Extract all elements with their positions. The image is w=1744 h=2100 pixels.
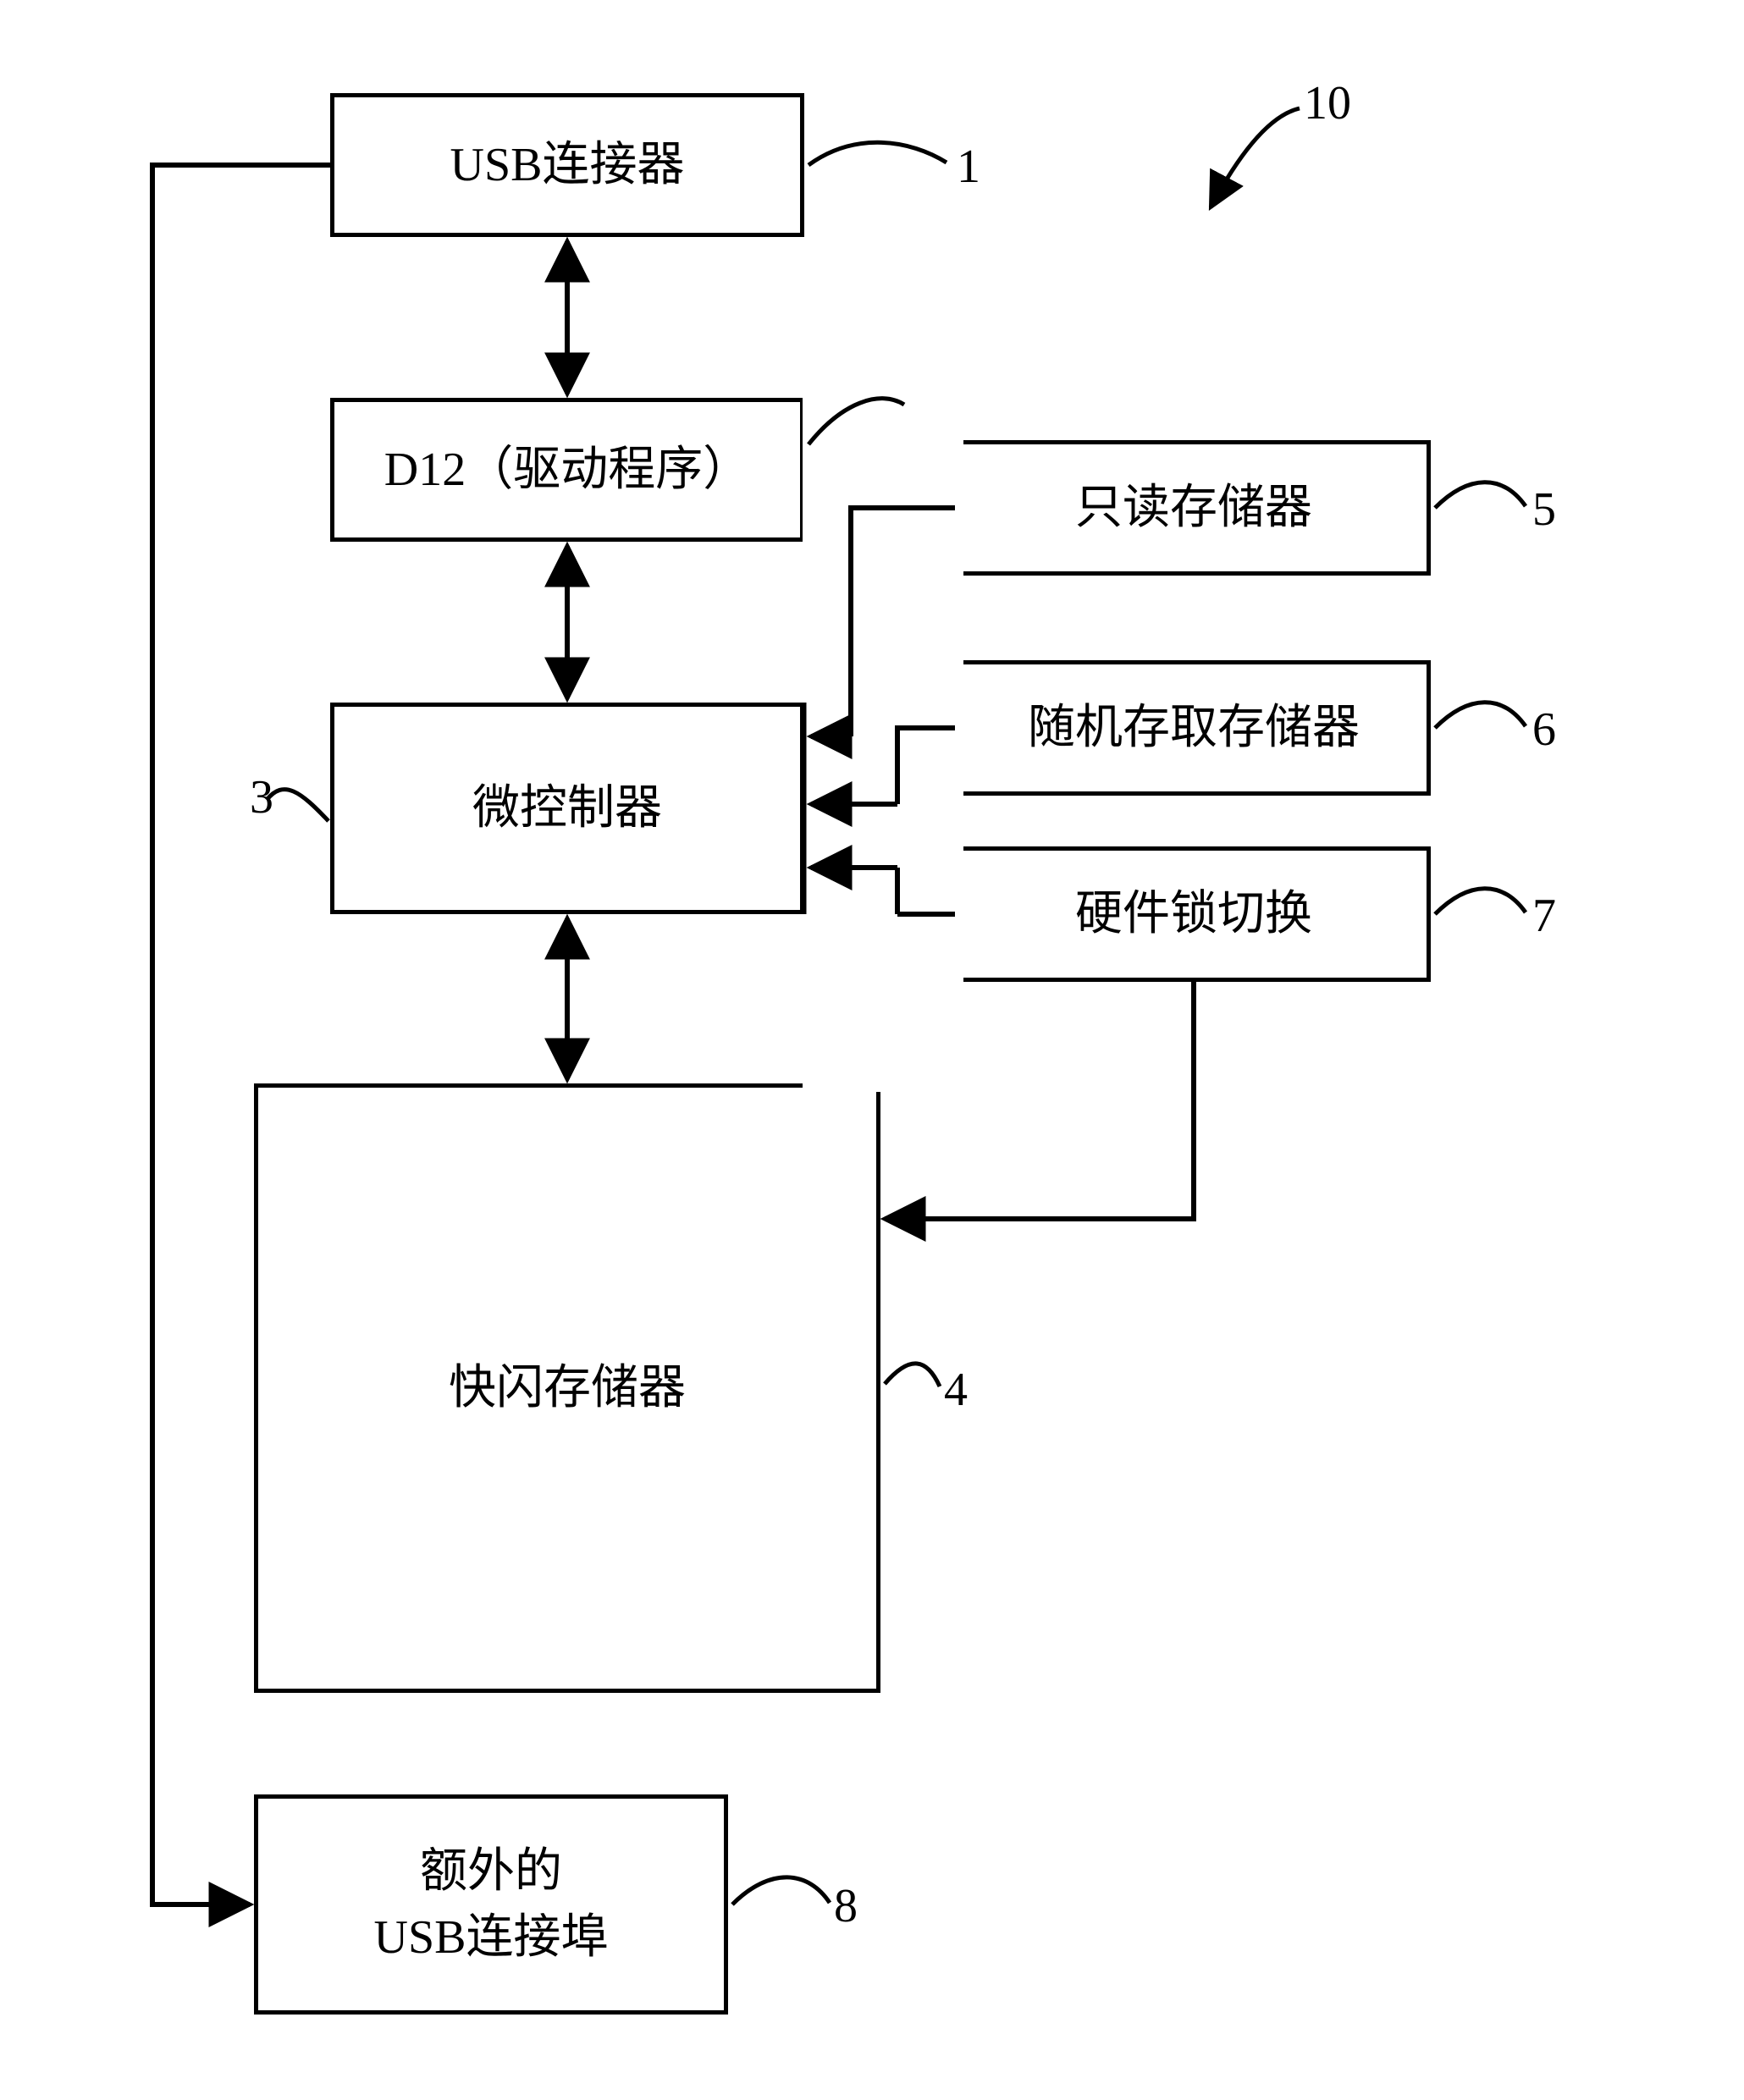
callout-label-5: 5 [1532, 482, 1556, 537]
callout-label-7: 7 [1532, 889, 1556, 943]
node-microcontroller: 微控制器 [330, 703, 804, 914]
node-hw-lock: 硬件锁切换 [957, 846, 1431, 982]
node-flash: 快闪存储器 [254, 1083, 880, 1693]
edge-hwlock-flash [885, 982, 1194, 1219]
node-usb-connector: USB连接器 [330, 93, 804, 237]
callout-label-3: 3 [250, 770, 273, 824]
node-label: D12（驱动程序） [384, 437, 750, 503]
callout-curve-1 [809, 142, 947, 165]
edge-rom-mcu [864, 508, 957, 703]
callout-label-6: 6 [1532, 703, 1556, 757]
node-rom: 只读存储器 [957, 440, 1431, 576]
node-label: 快闪存储器 [449, 1355, 686, 1421]
node-extra-usb: 额外的 USB连接埠 [254, 1794, 728, 2015]
diagram-canvas: USB连接器 D12（驱动程序） 微控制器 快闪存储器 只读存储器 随机存取存储… [0, 0, 1744, 2100]
callout-curve-10 [1211, 108, 1300, 207]
node-driver: D12（驱动程序） [330, 398, 804, 542]
callout-label-1: 1 [957, 140, 980, 194]
node-label: 额外的 USB连接埠 [374, 1838, 609, 1971]
callout-curve-5 [1435, 482, 1526, 508]
callout-curve-4 [885, 1364, 940, 1386]
connector-layer [0, 0, 1744, 2100]
callout-label-8: 8 [834, 1879, 858, 1933]
node-label: 随机存取存储器 [1028, 695, 1360, 761]
callout-label-4: 4 [944, 1363, 968, 1417]
node-label: USB连接器 [450, 132, 685, 198]
callout-curve-8 [732, 1877, 830, 1904]
callout-curve-6 [1435, 703, 1526, 728]
callout-curve-3 [267, 790, 328, 821]
node-label: 只读存储器 [1075, 475, 1312, 541]
node-ram: 随机存取存储器 [957, 660, 1431, 796]
callout-label-10: 10 [1304, 76, 1351, 130]
callout-label-2: 2 [910, 377, 934, 431]
node-label: 硬件锁切换 [1075, 881, 1312, 947]
callout-curve-7 [1435, 889, 1526, 914]
node-label: 微控制器 [472, 775, 662, 841]
callout-curve-2 [809, 399, 904, 444]
